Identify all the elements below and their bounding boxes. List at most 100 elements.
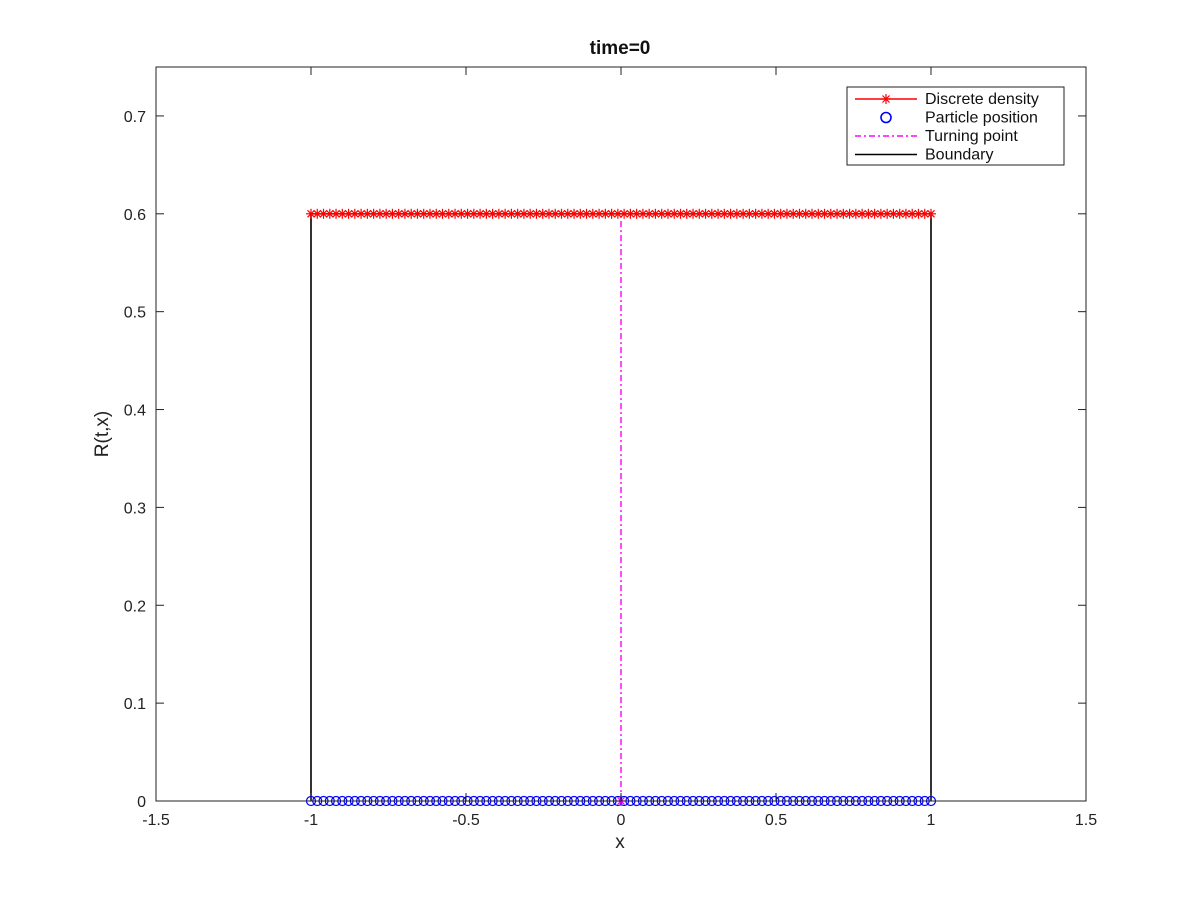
star-stroke xyxy=(839,209,848,218)
star-stroke xyxy=(795,209,804,218)
star-stroke xyxy=(513,209,522,218)
star-stroke xyxy=(338,209,347,218)
legend-label: Discrete density xyxy=(925,91,1039,108)
y-tick-label: 0.1 xyxy=(124,696,146,713)
star-stroke xyxy=(714,209,722,218)
legend: Discrete density Particle positionTurning… xyxy=(846,86,1065,166)
star-stroke xyxy=(576,209,585,218)
density-point xyxy=(631,208,642,219)
y-tick-label: 0 xyxy=(137,794,146,811)
star-stroke xyxy=(557,209,566,218)
star-stroke xyxy=(751,209,760,218)
star-stroke xyxy=(682,209,691,218)
x-tick-label: -1 xyxy=(304,812,318,829)
x-tick-label: 0.5 xyxy=(765,812,787,829)
legend-swatch-marker xyxy=(881,94,891,104)
density-point xyxy=(543,208,554,219)
star-stroke xyxy=(770,209,779,218)
star-stroke xyxy=(388,209,397,218)
star-stroke xyxy=(488,209,497,218)
star-stroke xyxy=(344,209,353,218)
star-stroke xyxy=(876,209,885,218)
star-stroke xyxy=(908,209,917,218)
axis-ticks: -1.5 -1 -0.5 0 0.5 1 1.5 0 0.1 0.2 0.3 0.4 0.5 0.6 0.7 xyxy=(124,67,1097,829)
star-stroke xyxy=(895,209,904,218)
y-axis-label: R(t,x) xyxy=(92,411,113,457)
density-point xyxy=(850,208,861,219)
y-tick-label: 0.6 xyxy=(124,207,146,224)
y-tick-label: 0.7 xyxy=(124,109,146,126)
star-stroke xyxy=(501,209,510,218)
density-point xyxy=(926,208,936,219)
y-tick-label: 0.2 xyxy=(124,598,146,615)
y-tick-label: 0.3 xyxy=(124,500,146,517)
star-stroke xyxy=(870,209,879,218)
star-stroke xyxy=(313,209,322,218)
density-point xyxy=(387,208,398,219)
star-stroke xyxy=(814,209,823,218)
star-stroke xyxy=(883,209,892,218)
star-stroke xyxy=(357,209,366,218)
star-stroke xyxy=(757,209,766,218)
legend-label: Particle position xyxy=(925,110,1038,127)
density-point xyxy=(825,208,836,219)
legend-label: Turning point xyxy=(925,128,1018,145)
star-stroke xyxy=(845,209,854,218)
star-stroke xyxy=(695,209,704,218)
star-stroke xyxy=(520,209,528,218)
star-stroke xyxy=(476,209,485,218)
star-stroke xyxy=(732,209,741,218)
density-point xyxy=(456,208,467,219)
chart-title: time=0 xyxy=(590,38,651,59)
star-stroke xyxy=(570,209,578,218)
density-point xyxy=(343,208,354,219)
density-point xyxy=(600,208,611,219)
star-stroke xyxy=(613,209,622,218)
star-stroke xyxy=(632,209,641,218)
density-point xyxy=(744,208,755,219)
legend-box xyxy=(846,86,1065,166)
star-stroke xyxy=(382,209,391,218)
star-stroke xyxy=(595,209,604,218)
density-point xyxy=(337,208,348,219)
star-stroke xyxy=(657,209,666,218)
y-tick-label: 0.5 xyxy=(124,305,146,322)
legend-entry: Turning point xyxy=(855,128,1018,145)
star-stroke xyxy=(469,209,478,218)
density-point xyxy=(756,208,767,219)
star-stroke xyxy=(726,209,735,218)
star-stroke xyxy=(707,209,716,218)
star-stroke xyxy=(582,209,591,218)
star-stroke xyxy=(538,209,547,218)
star-stroke xyxy=(626,209,635,218)
density-point xyxy=(399,208,410,219)
star-stroke xyxy=(820,209,829,218)
star-stroke xyxy=(607,209,616,218)
star-stroke xyxy=(563,209,572,218)
density-point xyxy=(487,208,498,219)
star-stroke xyxy=(419,209,428,218)
star-stroke xyxy=(670,209,679,218)
star-stroke xyxy=(920,209,929,218)
star-stroke xyxy=(375,209,384,218)
star-stroke xyxy=(413,209,422,218)
star-stroke xyxy=(363,209,372,218)
star-stroke xyxy=(826,209,835,218)
density-point xyxy=(531,208,542,219)
star-stroke xyxy=(739,209,748,218)
star-stroke xyxy=(494,209,503,218)
star-stroke xyxy=(664,209,672,218)
legend-entry: Boundary xyxy=(855,147,994,164)
star-stroke xyxy=(526,209,535,218)
star-stroke xyxy=(645,209,654,218)
x-tick-label: -0.5 xyxy=(452,812,480,829)
star-stroke xyxy=(833,209,841,218)
star-stroke xyxy=(438,209,447,218)
star-stroke xyxy=(858,209,867,218)
star-stroke xyxy=(482,209,491,218)
star-stroke xyxy=(545,209,553,218)
star-stroke xyxy=(551,209,560,218)
star-stroke xyxy=(332,209,340,218)
star-stroke xyxy=(588,209,597,218)
star-stroke xyxy=(407,209,416,218)
